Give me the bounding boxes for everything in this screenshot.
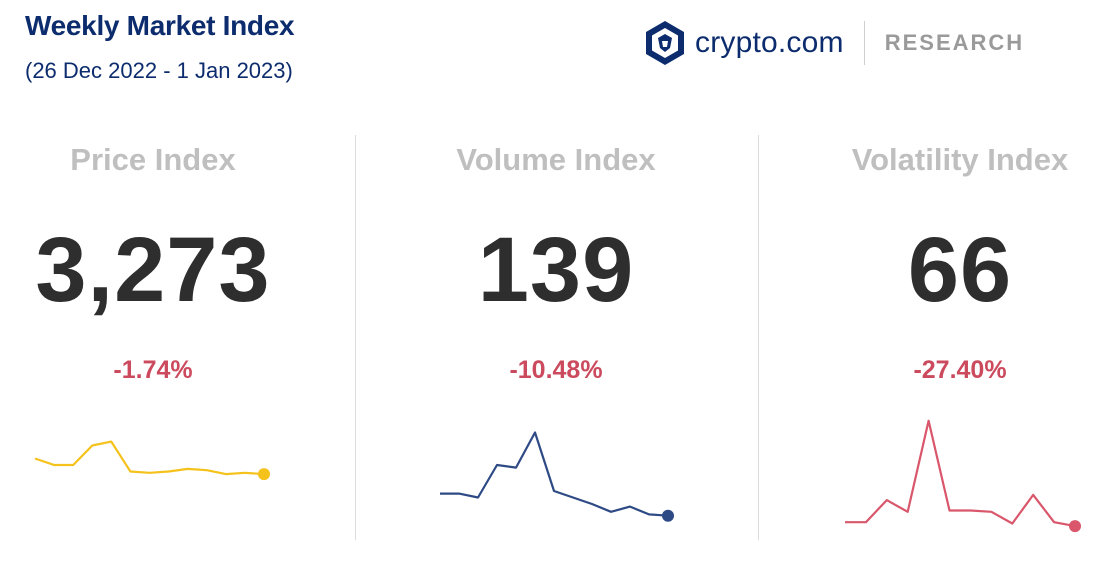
crypto-com-lion-shield-icon <box>646 21 684 65</box>
volume-index-change: -10.48% <box>509 356 603 384</box>
volume-index-value: 139 <box>477 219 635 321</box>
volatility-index-label: Volatility Index <box>851 142 1069 177</box>
brand-name: crypto.com <box>695 26 844 59</box>
brand-divider <box>863 21 865 65</box>
brand-tagline: RESEARCH <box>884 30 1025 55</box>
brand-logo-block: crypto.com RESEARCH <box>645 18 1024 68</box>
price-index-value: 3,273 <box>35 219 271 321</box>
page-title: Weekly Market Index <box>25 10 295 41</box>
volatility-index-panel: Volatility Index 66 -27.40% <box>775 130 1118 390</box>
volatility-index-endpoint-dot <box>1069 520 1081 533</box>
volatility-index-value: 66 <box>907 219 1013 321</box>
price-index-change: -1.74% <box>113 356 193 384</box>
price-index-sparkline <box>34 440 265 476</box>
volume-index-sparkline <box>440 431 669 517</box>
volume-index-panel: Volume Index 139 -10.48% <box>371 130 741 390</box>
volatility-index-sparkline <box>845 419 1076 528</box>
date-range-subtitle: (26 Dec 2022 - 1 Jan 2023) <box>25 58 293 83</box>
price-index-endpoint-dot <box>258 468 270 481</box>
column-divider <box>355 135 356 540</box>
volume-index-endpoint-dot <box>662 509 674 522</box>
volatility-index-change: -27.40% <box>913 356 1007 384</box>
column-divider <box>758 135 759 540</box>
price-index-label: Price Index <box>70 142 236 177</box>
volume-index-label: Volume Index <box>456 142 656 177</box>
price-index-panel: Price Index 3,273 -1.74% <box>0 130 338 390</box>
